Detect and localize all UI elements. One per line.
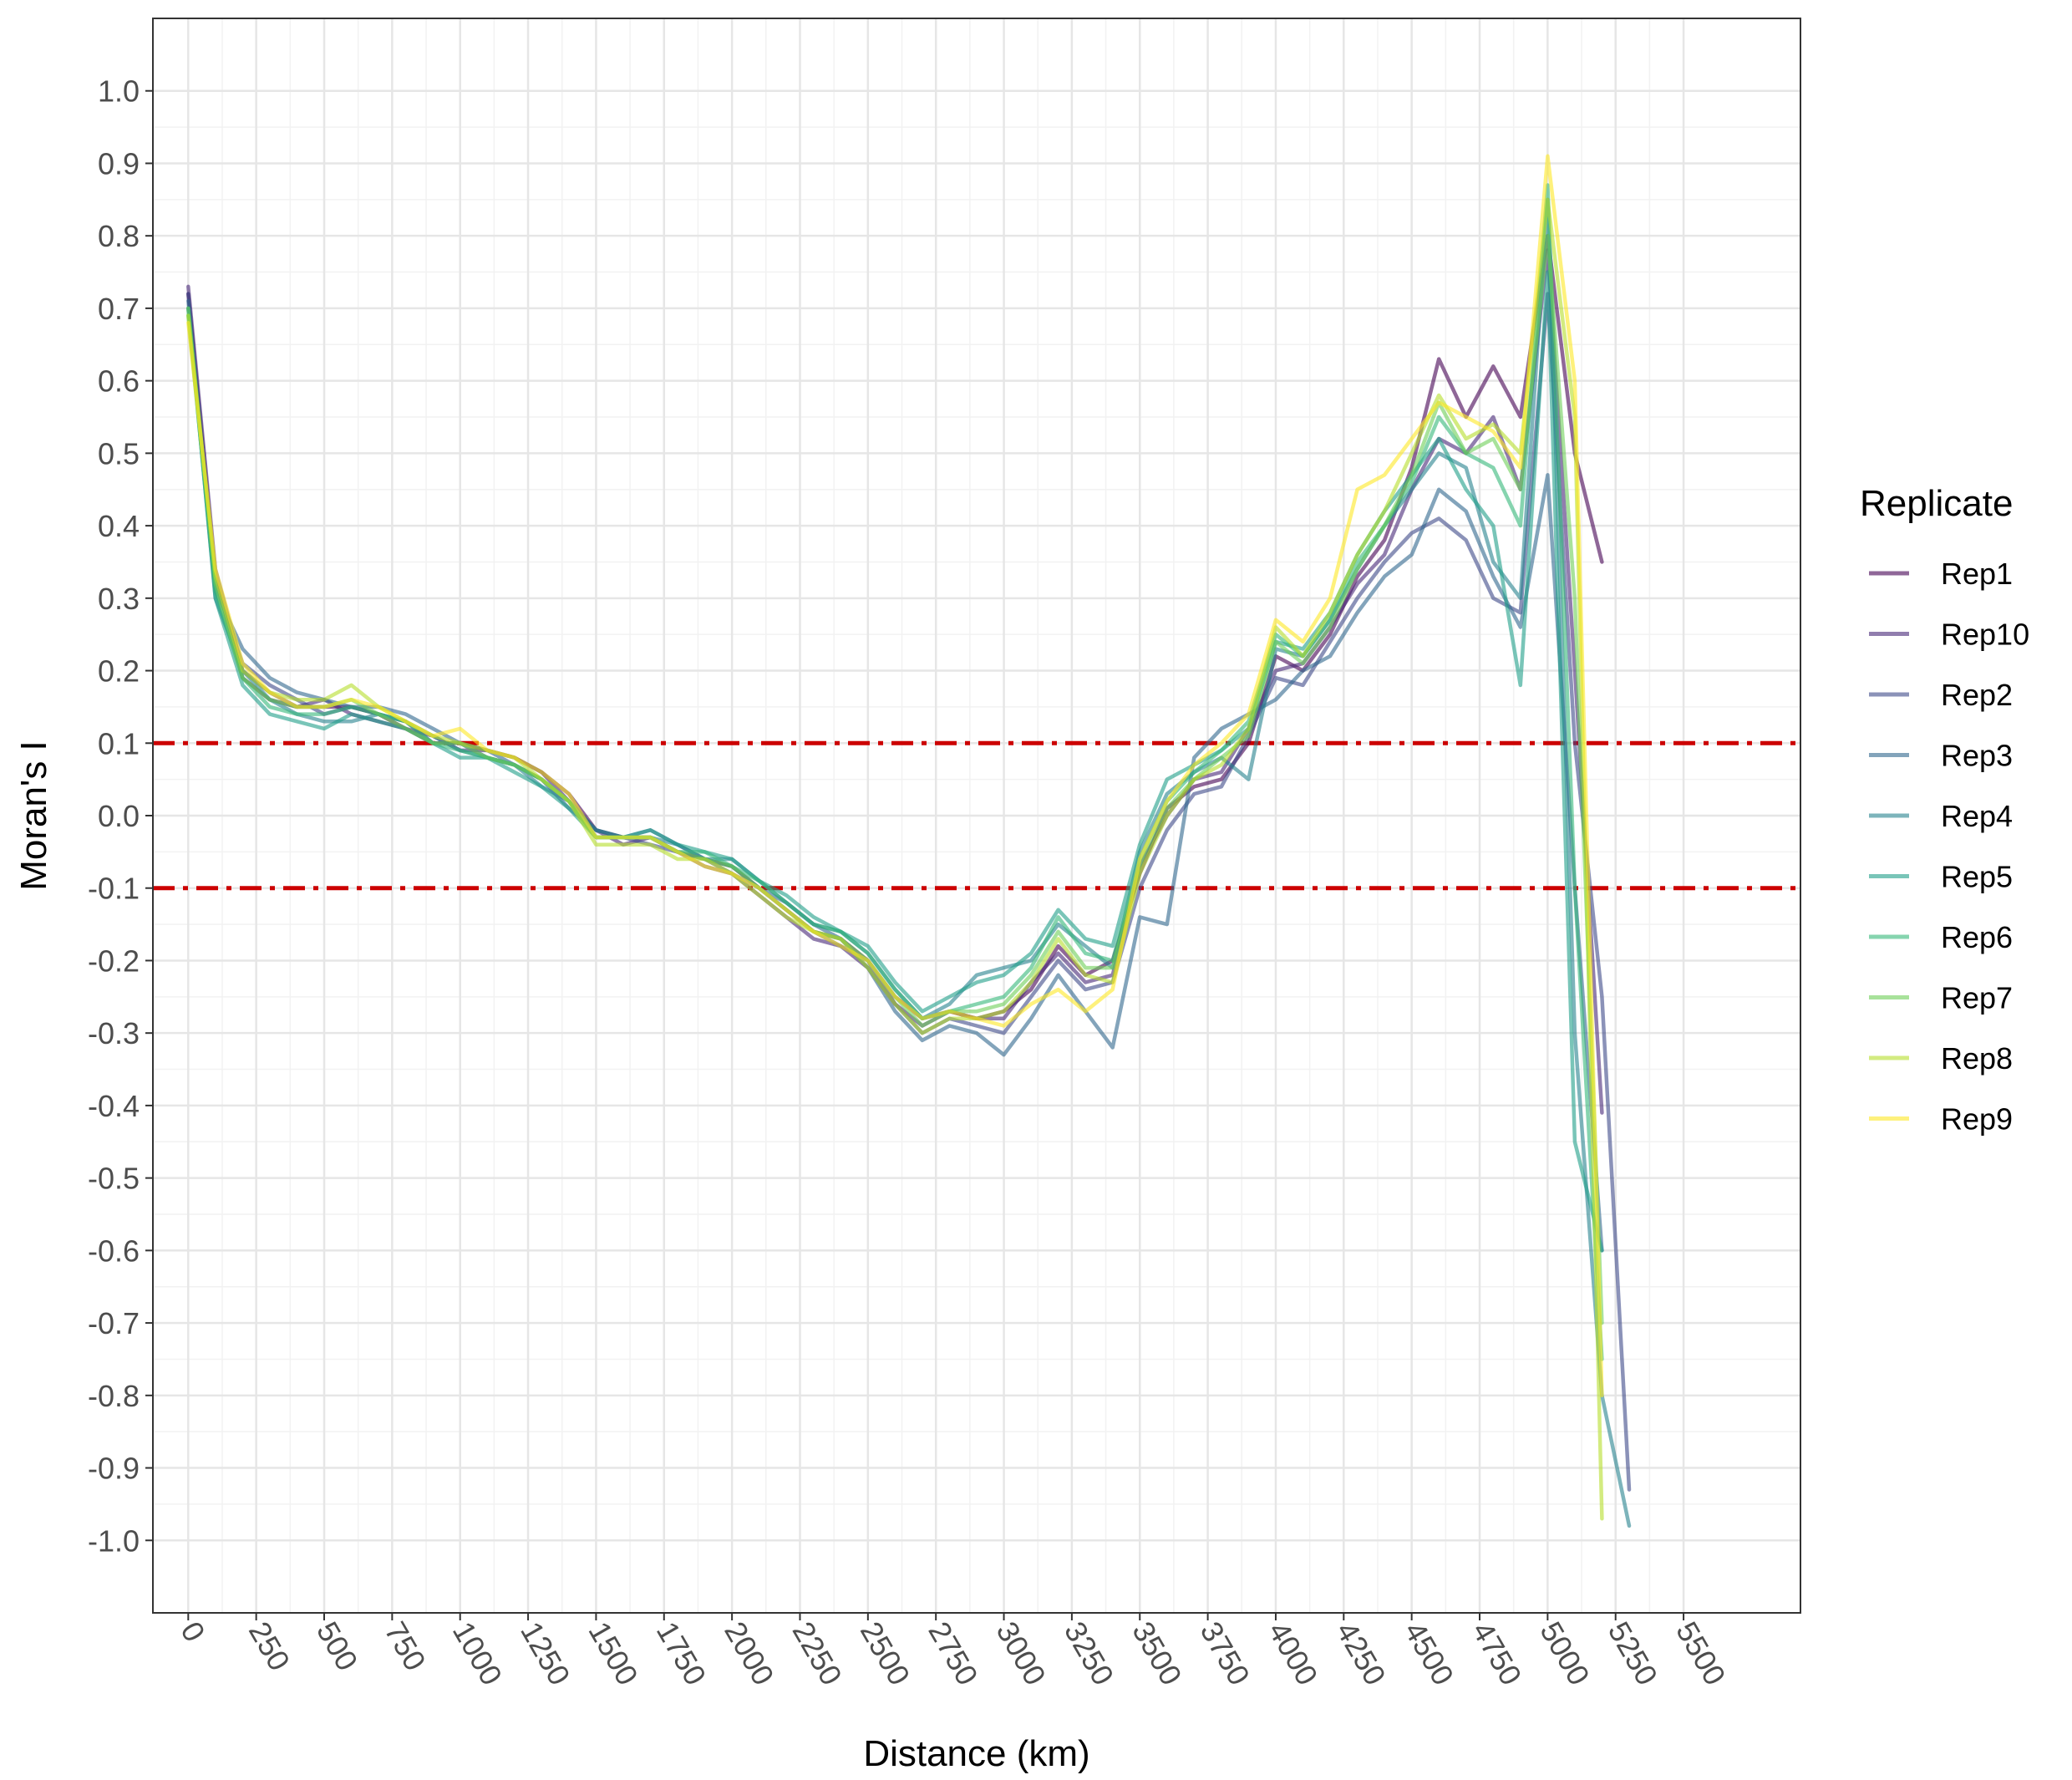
y-tick-label: 0.3 xyxy=(98,582,140,616)
legend-label-rep9: Rep9 xyxy=(1941,1102,2013,1137)
series-lines xyxy=(186,154,1632,1528)
legend-items: Rep1 Rep10 Rep2 Rep3 Rep4 Rep5 Rep6 Rep7 Rep8 Rep… xyxy=(1869,557,2029,1137)
y-tick-label: -0.6 xyxy=(88,1233,140,1268)
legend-label-rep4: Rep4 xyxy=(1941,799,2013,833)
y-tick-label: -0.5 xyxy=(88,1162,140,1196)
legend-label-rep10: Rep10 xyxy=(1941,618,2029,652)
y-tick-label: 0.7 xyxy=(98,292,140,326)
legend-label-rep8: Rep8 xyxy=(1941,1041,2013,1076)
y-tick-label: -1.0 xyxy=(88,1523,140,1558)
y-tick-label: 1.0 xyxy=(98,74,140,109)
y-tick-label: -0.8 xyxy=(88,1379,140,1413)
series-line-rep3 xyxy=(186,298,1604,1253)
series-line-rep9 xyxy=(186,154,1604,1398)
grid-major xyxy=(153,18,1800,1613)
y-axis-title: Moran's I xyxy=(13,740,54,891)
reference-lines xyxy=(153,740,1800,891)
y-tick-label: -0.1 xyxy=(88,872,140,906)
legend-label-rep1: Rep1 xyxy=(1941,557,2013,591)
y-tick-label: 0.9 xyxy=(98,146,140,181)
y-tick-label: 0.0 xyxy=(98,799,140,833)
y-tick-label: -0.7 xyxy=(88,1306,140,1340)
legend-title: Replicate xyxy=(1860,483,2013,524)
y-tick-label: -0.9 xyxy=(88,1452,140,1486)
y-tick-label: -0.2 xyxy=(88,943,140,978)
legend-label-rep7: Rep7 xyxy=(1941,981,2013,1015)
legend-label-rep2: Rep2 xyxy=(1941,678,2013,712)
y-tick-label: 0.5 xyxy=(98,436,140,470)
y-axis: 1.0 0.9 0.8 0.7 0.6 0.5 0.4 0.3 0.2 0.1 0.0 -0.1 -0.… xyxy=(88,74,153,1558)
y-tick-label: 0.4 xyxy=(98,509,140,543)
legend-label-rep5: Rep5 xyxy=(1941,860,2013,894)
y-tick-label: 0.2 xyxy=(98,654,140,689)
y-tick-label: -0.4 xyxy=(88,1089,140,1123)
legend: Replicate Rep1Rep10Rep2Rep3Rep4Rep5Rep6R… xyxy=(1860,483,2029,1137)
y-tick-label: 0.8 xyxy=(98,219,140,253)
y-tick-label: 0.1 xyxy=(98,726,140,760)
x-axis-title: Distance (km) xyxy=(863,1733,1089,1774)
series-line-rep6 xyxy=(186,183,1604,1361)
y-tick-label: -0.3 xyxy=(88,1016,140,1050)
legend-label-rep3: Rep3 xyxy=(1941,739,2013,773)
y-tick-label: 0.6 xyxy=(98,364,140,399)
legend-label-rep6: Rep6 xyxy=(1941,920,2013,954)
